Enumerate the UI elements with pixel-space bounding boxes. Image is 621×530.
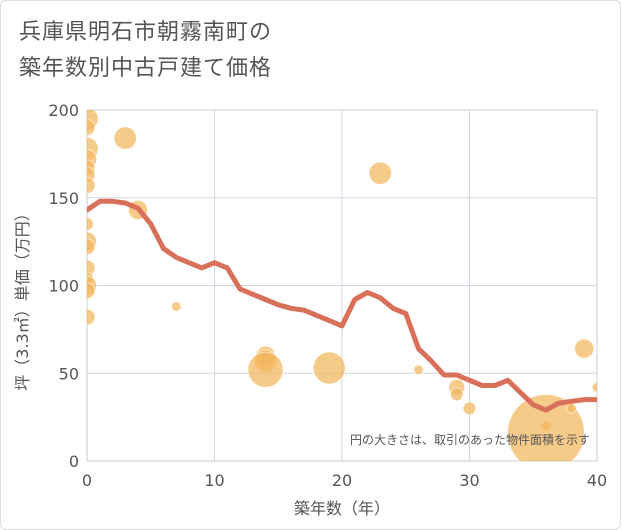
bubble-point-23 bbox=[413, 364, 424, 376]
line-layer bbox=[87, 198, 597, 413]
bubble-point-13 bbox=[87, 282, 96, 300]
bubble-point-22 bbox=[368, 161, 392, 185]
y-tick-label-200: 200 bbox=[48, 101, 79, 120]
x-tick-label-10: 10 bbox=[204, 471, 224, 490]
bubble-point-25 bbox=[449, 387, 464, 402]
size-legend-note: 円の大きさは、取引のあった物件面積を示す bbox=[350, 432, 590, 447]
x-tick-label-20: 20 bbox=[332, 471, 352, 490]
bubble-point-31 bbox=[591, 381, 597, 393]
x-tick-label-30: 30 bbox=[459, 471, 479, 490]
x-axis-label: 築年数（年） bbox=[294, 499, 390, 518]
bubble-point-6 bbox=[87, 176, 96, 194]
y-tick-label-100: 100 bbox=[48, 277, 79, 296]
bubble-point-9 bbox=[87, 238, 96, 256]
bubble-point-14 bbox=[87, 308, 96, 326]
y-tick-label-150: 150 bbox=[48, 189, 79, 208]
chart-title-line-1: 兵庫県明石市朝霧南町の bbox=[19, 20, 273, 45]
bubble-point-20 bbox=[247, 351, 284, 388]
bubble-point-7 bbox=[87, 217, 94, 231]
bubble-point-30 bbox=[574, 338, 595, 359]
y-tick-label-0: 0 bbox=[69, 452, 79, 471]
bubble-point-15 bbox=[113, 126, 137, 150]
x-tick-label-40: 40 bbox=[587, 471, 607, 490]
bubble-layer bbox=[87, 110, 597, 461]
chart-title: 兵庫県明石市朝霧南町の 築年数別中古戸建て価格 bbox=[19, 15, 272, 87]
bubble-point-1 bbox=[87, 119, 96, 137]
y-axis-label: 坪（3.3㎡）単価（万円） bbox=[13, 205, 32, 390]
average-price-line bbox=[87, 198, 597, 413]
bubble-point-17 bbox=[170, 301, 182, 312]
y-tick-label-50: 50 bbox=[59, 364, 79, 383]
bubble-point-29 bbox=[566, 403, 577, 414]
tick-labels: 0 10 20 30 40 0 50 100 150 200 bbox=[48, 101, 607, 490]
bubble-point-21 bbox=[312, 351, 346, 385]
bubble-point-26 bbox=[462, 401, 477, 416]
x-tick-label-0: 0 bbox=[82, 471, 92, 490]
bubble-point-28 bbox=[507, 394, 585, 461]
chart-title-line-2: 築年数別中古戸建て価格 bbox=[19, 56, 273, 81]
